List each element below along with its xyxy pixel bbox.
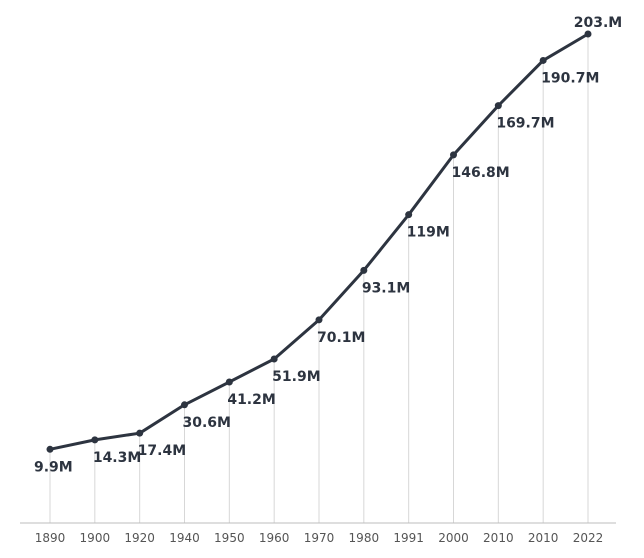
data-point — [225, 378, 233, 386]
data-label: 41.2M — [227, 392, 275, 408]
x-tick-label: 1940 — [169, 531, 200, 545]
data-point — [181, 401, 188, 409]
x-tick-label: 1980 — [349, 531, 380, 545]
x-tick-label: 1991 — [393, 531, 424, 545]
data-points — [46, 30, 592, 453]
data-point — [360, 266, 368, 274]
data-point — [270, 355, 278, 363]
data-point — [584, 30, 592, 38]
x-axis-ticks: 1890 1900 1920 1940 1950 1960 1970 1980 1991 2000… — [35, 531, 604, 545]
data-label: 169.7M — [496, 116, 554, 132]
data-point — [494, 102, 502, 110]
data-label: 119M — [407, 225, 450, 241]
data-point — [46, 445, 54, 453]
x-tick-label: 1920 — [124, 531, 155, 545]
data-label: 14.3M — [93, 450, 141, 466]
data-label: 203.M — [574, 15, 622, 31]
data-label: 51.9M — [272, 369, 320, 385]
data-point — [136, 429, 144, 437]
data-point — [91, 436, 99, 444]
data-point — [539, 56, 547, 64]
data-label: 190.7M — [541, 70, 599, 86]
data-point — [450, 151, 457, 159]
x-tick-label: 2010 — [528, 531, 559, 545]
x-tick-label: 1900 — [80, 531, 111, 545]
x-tick-label: 2022 — [573, 531, 604, 545]
x-tick-label: 1950 — [214, 531, 245, 545]
grid-lines — [49, 34, 589, 523]
x-tick-label: 1890 — [35, 531, 66, 545]
data-label: 30.6M — [183, 415, 231, 431]
x-tick-label: 2000 — [438, 531, 469, 545]
data-label: 70.1M — [317, 330, 365, 346]
data-point — [315, 316, 323, 324]
x-tick-label: 1970 — [304, 531, 335, 545]
x-tick-label: 2010 — [483, 531, 514, 545]
data-label: 9.9M — [34, 459, 73, 475]
data-label: 17.4M — [138, 443, 186, 459]
data-point — [405, 211, 413, 219]
x-tick-label: 1960 — [259, 531, 290, 545]
data-label: 93.1M — [362, 280, 410, 296]
data-label: 146.8M — [452, 165, 510, 181]
